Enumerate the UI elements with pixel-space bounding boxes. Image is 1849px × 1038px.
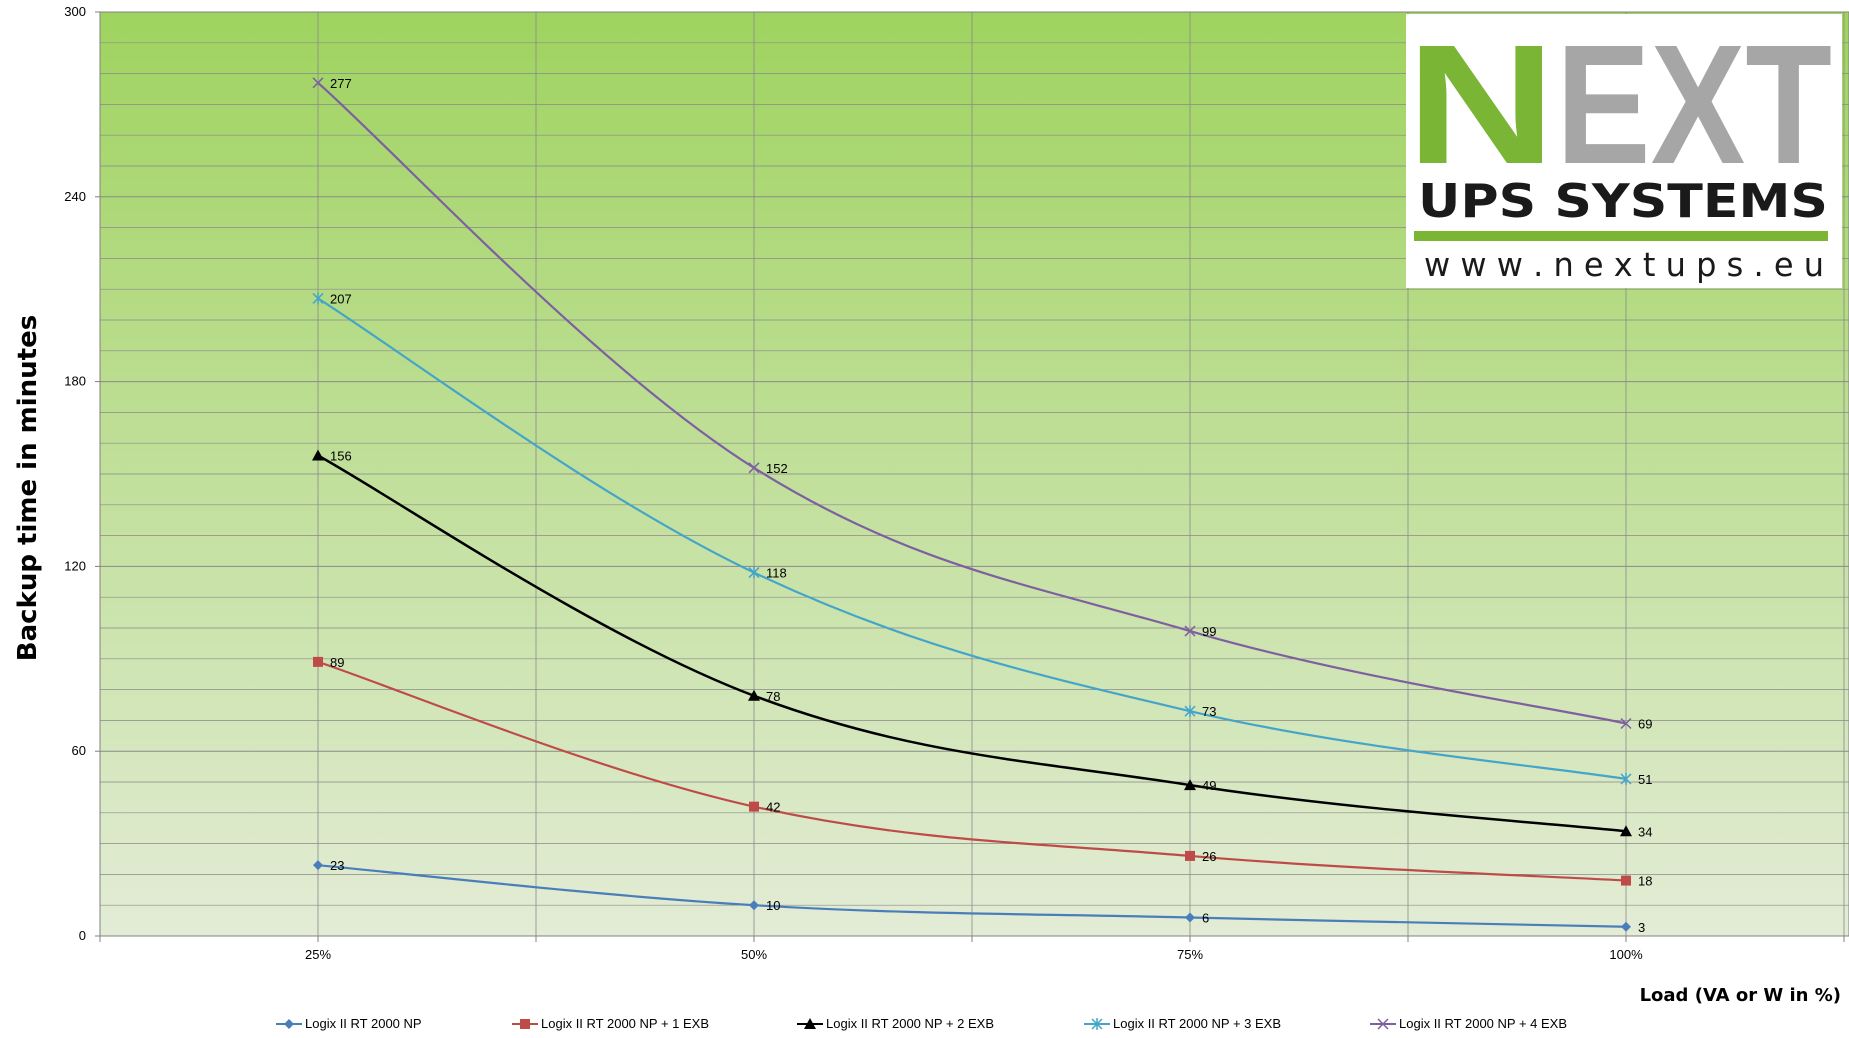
series-5: 277 152 99 69 xyxy=(312,76,1652,731)
data-point xyxy=(1184,779,1196,791)
data-label: 69 xyxy=(1638,716,1652,731)
y-tick-label: 60 xyxy=(72,743,86,758)
data-point xyxy=(1621,875,1631,886)
data-label: 89 xyxy=(330,655,344,670)
data-label: 42 xyxy=(766,800,780,815)
data-point xyxy=(313,656,323,667)
data-label: 26 xyxy=(1202,849,1216,864)
data-label: 78 xyxy=(766,689,780,704)
series-line xyxy=(317,660,1627,882)
series-3: 156 78 49 34 xyxy=(312,449,1652,839)
data-label: 207 xyxy=(330,291,352,306)
data-point xyxy=(1185,850,1195,861)
series-line xyxy=(317,864,1627,928)
y-axis-title: Backup time in minutes xyxy=(13,315,43,661)
legend-item: Logix II RT 2000 NP + 3 EXB xyxy=(1084,1016,1281,1031)
data-label: 3 xyxy=(1638,920,1645,935)
series-group: 23 10 6 3 89 42 26 18 156 78 49 34 207 118 73 51 277 152 9… xyxy=(312,76,1652,935)
series-4: 207 118 73 51 xyxy=(312,291,1652,787)
legend-marker xyxy=(284,1019,294,1029)
legend-label: Logix II RT 2000 NP + 4 EXB xyxy=(1399,1016,1567,1031)
data-point xyxy=(312,292,324,305)
legend-item: Logix II RT 2000 NP xyxy=(276,1016,422,1031)
logo-letters-ext: EXT xyxy=(1556,10,1832,200)
legend-label: Logix II RT 2000 NP + 1 EXB xyxy=(541,1016,709,1031)
axes: 0 60 120 180 240 300 25% 50% 75% 100% xyxy=(64,4,1849,962)
data-label: 118 xyxy=(766,566,787,581)
data-point xyxy=(749,900,759,911)
y-tick-label: 300 xyxy=(64,4,86,19)
data-point xyxy=(1620,825,1632,837)
legend-label: Logix II RT 2000 NP + 2 EXB xyxy=(826,1016,994,1031)
data-point xyxy=(748,689,760,701)
legend-marker xyxy=(520,1019,530,1029)
legend-label: Logix II RT 2000 NP + 3 EXB xyxy=(1113,1016,1281,1031)
data-point xyxy=(1621,921,1631,932)
next-ups-logo: N EXT UPS SYSTEMS w w w . n e x t u p s … xyxy=(1406,10,1842,288)
data-label: 10 xyxy=(766,898,780,913)
x-tick-label: 25% xyxy=(305,947,331,962)
legend-marker xyxy=(1377,1018,1389,1030)
series-1: 23 10 6 3 xyxy=(313,858,1645,935)
x-tick-label: 50% xyxy=(741,947,767,962)
data-label: 152 xyxy=(766,461,788,476)
legend-item: Logix II RT 2000 NP + 1 EXB xyxy=(512,1016,709,1031)
series-line xyxy=(317,297,1627,781)
data-point xyxy=(1620,717,1632,730)
data-point xyxy=(749,801,759,812)
data-label: 6 xyxy=(1202,911,1209,926)
logo-tagline: UPS SYSTEMS xyxy=(1418,174,1828,228)
data-label: 34 xyxy=(1638,824,1652,839)
series-line xyxy=(317,454,1627,833)
data-point xyxy=(312,449,324,461)
y-tick-label: 240 xyxy=(64,189,86,204)
y-tick-label: 120 xyxy=(64,558,86,573)
data-label: 156 xyxy=(330,449,352,464)
data-point xyxy=(312,77,324,89)
data-point xyxy=(1184,705,1196,718)
x-tick-label: 100% xyxy=(1609,947,1643,962)
series-2: 89 42 26 18 xyxy=(313,655,1652,889)
data-label: 23 xyxy=(330,858,344,873)
data-point xyxy=(748,462,760,474)
data-label: 99 xyxy=(1202,624,1216,639)
y-tick-label: 0 xyxy=(79,928,86,943)
x-axis-title: Load (VA or W in %) xyxy=(1640,985,1841,1006)
data-point xyxy=(748,566,760,579)
logo-background xyxy=(1406,14,1842,288)
x-tick-label: 75% xyxy=(1177,947,1203,962)
data-label: 277 xyxy=(330,76,352,91)
legend-item: Logix II RT 2000 NP + 4 EXB xyxy=(1370,1016,1567,1031)
legend-label: Logix II RT 2000 NP xyxy=(305,1016,422,1031)
legend-marker xyxy=(804,1018,816,1029)
data-label: 51 xyxy=(1638,772,1652,787)
y-tick-label: 180 xyxy=(64,374,86,389)
data-point xyxy=(1184,625,1196,637)
data-point xyxy=(1620,772,1632,785)
legend-marker xyxy=(1091,1018,1103,1030)
series-line xyxy=(317,82,1627,725)
logo-green-bar xyxy=(1414,231,1828,241)
data-label: 49 xyxy=(1202,778,1216,793)
data-label: 18 xyxy=(1638,874,1652,889)
logo-letter-n: N xyxy=(1406,10,1556,200)
legend-item: Logix II RT 2000 NP + 2 EXB xyxy=(797,1016,994,1031)
legend: Logix II RT 2000 NP Logix II RT 2000 NP +… xyxy=(276,1016,1567,1031)
data-point xyxy=(313,860,323,871)
data-point xyxy=(1185,912,1195,923)
data-label: 73 xyxy=(1202,704,1216,719)
logo-url: w w w . n e x t u p s . e u xyxy=(1424,245,1824,284)
